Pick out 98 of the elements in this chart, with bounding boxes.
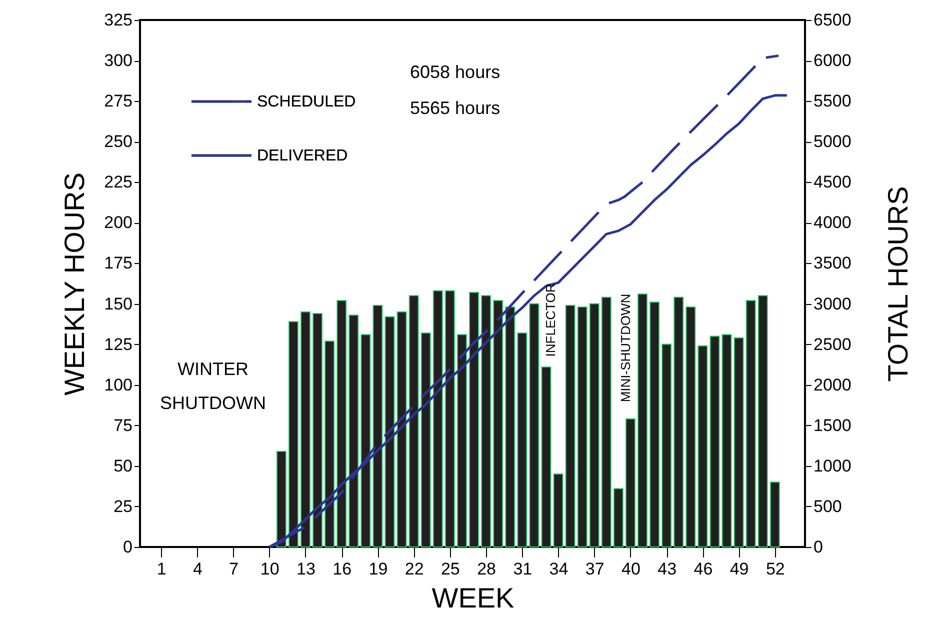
x-tick-label: 52 [766, 560, 785, 578]
bar [541, 366, 552, 548]
annotation: 6058 hours [410, 62, 500, 82]
y-tick-label: 275 [104, 92, 132, 111]
y2-tick-label: 6000 [814, 51, 852, 70]
x-tick-label: 46 [694, 560, 713, 578]
bar [577, 306, 588, 548]
bar [698, 345, 708, 548]
bar [469, 292, 480, 548]
y-tick-label: 75 [114, 416, 132, 435]
x-tick-label: 31 [513, 560, 532, 578]
bar [505, 306, 516, 548]
bar [432, 290, 443, 548]
y-tick-label: 125 [104, 334, 132, 354]
bar [348, 314, 359, 548]
x-tick-label: 7 [229, 560, 239, 578]
bar [674, 296, 684, 548]
y-axis-title: WEEKLY HOURS [59, 172, 90, 396]
y2-tick-label: 1500 [814, 416, 852, 435]
y2-tick-label: 6500 [814, 10, 852, 30]
bar [746, 300, 756, 548]
y2-axis-title: TOTAL HOURS [882, 186, 914, 382]
y2-tick-label: 3500 [814, 254, 852, 273]
y-tick-label: 300 [104, 51, 132, 70]
bar [758, 295, 768, 548]
x-tick-label: 1 [156, 560, 166, 578]
bar [638, 294, 648, 548]
bar [710, 336, 720, 548]
bar [420, 332, 431, 548]
x-tick-label: 16 [332, 560, 352, 578]
y2-tick-label: 2000 [814, 375, 852, 394]
x-tick-label: 19 [368, 560, 388, 578]
bar [734, 337, 744, 548]
x-tick-label: 43 [658, 560, 677, 578]
bar [686, 306, 696, 548]
x-tick-label: 49 [730, 560, 749, 578]
bar [493, 300, 504, 548]
annotation: 5565 hours [410, 98, 500, 118]
bar [372, 304, 383, 548]
bar [517, 332, 528, 548]
bar [589, 303, 600, 548]
bar [662, 344, 672, 548]
bar [553, 474, 564, 548]
bar [529, 303, 540, 548]
y2-tick-label: 2500 [814, 334, 852, 354]
y-tick-label: 250 [104, 132, 132, 152]
bar [625, 418, 636, 548]
x-tick-label: 37 [585, 560, 604, 578]
x-tick-label: 28 [477, 560, 496, 578]
bar [288, 321, 298, 548]
y2-tick-label: 3000 [814, 294, 852, 314]
y2-tick-label: 500 [814, 496, 842, 516]
y-tick-label: 25 [114, 496, 132, 516]
y-tick-label: 200 [104, 213, 132, 232]
bar [565, 304, 576, 548]
x-tick-label: 10 [260, 560, 280, 578]
bar [336, 300, 347, 548]
y2-tick-label: 5500 [814, 92, 852, 111]
x-tick-label: 40 [622, 560, 640, 578]
y2-tick-label: 5000 [814, 132, 852, 152]
bar [408, 295, 419, 548]
bar [722, 334, 732, 548]
annotation: INFLECTOR [543, 283, 558, 357]
x-tick-label: 25 [440, 560, 460, 578]
y-tick-label: 150 [104, 294, 132, 314]
bar [312, 313, 323, 548]
y-tick-label: 0 [123, 538, 132, 556]
bar [444, 290, 455, 548]
bar [300, 311, 310, 548]
bar [601, 296, 612, 548]
legend-label: DELIVERED [257, 148, 348, 164]
bar [384, 316, 395, 548]
x-tick-label: 34 [549, 560, 568, 578]
x-tick-label: 4 [192, 560, 202, 578]
y-tick-label: 325 [104, 10, 132, 30]
x-tick-label: 22 [404, 560, 424, 578]
bar [613, 488, 624, 548]
bar [481, 295, 492, 548]
x-axis-title: WEEK [432, 582, 515, 614]
bar [396, 311, 407, 548]
bar [650, 302, 660, 548]
y-tick-label: 225 [104, 172, 132, 192]
bar [324, 340, 335, 548]
bar [456, 334, 467, 548]
bar [360, 334, 371, 548]
annotation: WINTER SHUTDOWN [160, 359, 266, 413]
y2-tick-label: 4000 [814, 213, 852, 232]
y-tick-label: 175 [104, 254, 132, 273]
y-tick-label: 50 [114, 456, 132, 476]
x-tick-label: 13 [296, 560, 316, 578]
bar [770, 482, 780, 548]
annotation: MINI-SHUTDOWN [618, 294, 633, 402]
y2-tick-label: 4500 [814, 172, 852, 192]
y2-tick-label: 0 [814, 538, 823, 556]
legend-label: SCHEDULED [257, 94, 356, 110]
y2-tick-label: 1000 [814, 456, 852, 476]
y-tick-label: 100 [104, 375, 132, 394]
bar [276, 450, 286, 548]
